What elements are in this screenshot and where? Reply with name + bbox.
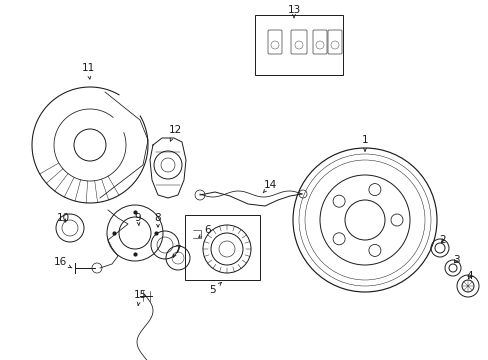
Text: 15: 15 [133, 290, 146, 306]
Bar [254, 15, 342, 75]
Text: 8: 8 [154, 213, 161, 227]
Text: 2: 2 [439, 235, 446, 245]
Text: 10: 10 [56, 213, 69, 223]
Text: 6: 6 [198, 225, 211, 237]
Text: 1: 1 [361, 135, 367, 151]
Text: 16: 16 [53, 257, 72, 268]
Text: 14: 14 [263, 180, 276, 193]
Text: 4: 4 [466, 271, 472, 281]
Text: 9: 9 [134, 213, 141, 226]
Text: 11: 11 [81, 63, 95, 79]
Text: 13: 13 [287, 5, 300, 18]
Text: 7: 7 [173, 245, 180, 258]
Bar [184, 215, 260, 280]
Text: 5: 5 [209, 282, 221, 295]
Text: 3: 3 [452, 255, 458, 265]
Text: 12: 12 [168, 125, 181, 141]
